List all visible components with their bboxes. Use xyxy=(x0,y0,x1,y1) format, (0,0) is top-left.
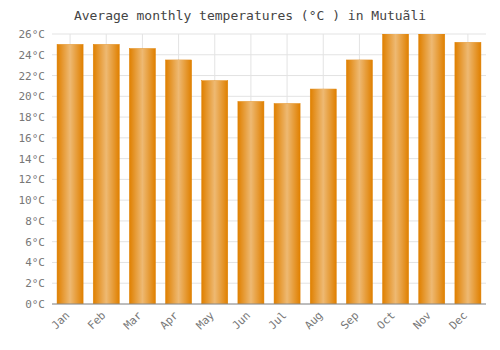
y-tick-label: 26°C xyxy=(19,28,46,41)
bar xyxy=(166,60,192,304)
x-tick-label: May xyxy=(194,309,218,333)
y-tick-label: 10°C xyxy=(19,194,46,207)
bar-shine xyxy=(166,60,192,304)
y-tick-label: 18°C xyxy=(19,111,46,124)
x-tick-label: Mar xyxy=(121,309,145,333)
y-tick-label: 4°C xyxy=(25,256,45,269)
y-tick-label: 0°C xyxy=(25,298,45,311)
bar-shine xyxy=(383,34,409,304)
bar-shine xyxy=(310,89,336,304)
y-tick-label: 2°C xyxy=(25,277,45,290)
grid xyxy=(52,34,486,304)
x-axis: Jan Feb Mar Apr May Jun Jul Aug Sep Oct Nov Dec xyxy=(49,34,486,332)
y-tick-label: 14°C xyxy=(19,153,46,166)
bar xyxy=(383,34,409,304)
bar-shine xyxy=(419,34,445,304)
grid-line xyxy=(52,304,486,305)
x-tick-label: Jan xyxy=(49,309,72,332)
x-tick-label: Dec xyxy=(447,309,470,332)
y-tick-label: 24°C xyxy=(19,49,46,62)
bar-shine xyxy=(238,102,264,305)
bar xyxy=(93,44,119,304)
bar xyxy=(238,102,264,305)
x-tick-label: Aug xyxy=(302,309,325,332)
bar xyxy=(57,44,83,304)
bar xyxy=(310,89,336,304)
bar-shine xyxy=(57,44,83,304)
bar xyxy=(455,42,481,304)
y-tick-label: 12°C xyxy=(19,173,46,186)
bar xyxy=(274,104,300,304)
title: Average monthly temperatures (°C ) in Mu… xyxy=(74,8,426,23)
bars xyxy=(57,34,481,304)
y-tick-label: 6°C xyxy=(25,236,45,249)
x-tick-label: Sep xyxy=(338,309,361,332)
x-tick-label: Jul xyxy=(266,309,289,332)
bar xyxy=(346,60,372,304)
x-tick-label: Jun xyxy=(230,309,253,332)
x-tick-label: Feb xyxy=(85,309,108,332)
bar xyxy=(129,49,155,304)
x-axis-line xyxy=(52,304,486,305)
bar-shine xyxy=(129,49,155,304)
y-axis: 0°C 2°C 4°C 6°C 8°C 10°C 12°C 14°C 16°C 18°C 20°C 2… xyxy=(19,28,46,311)
bar-shine xyxy=(455,42,481,304)
y-tick-label: 8°C xyxy=(25,215,45,228)
y-tick-label: 16°C xyxy=(19,132,46,145)
bar xyxy=(419,34,445,304)
bar-shine xyxy=(274,104,300,304)
y-tick-label: 20°C xyxy=(19,90,46,103)
chart: Average monthly temperatures (°C ) in Mu… xyxy=(0,0,500,350)
bar-shine xyxy=(346,60,372,304)
plot-top xyxy=(52,34,486,35)
bar xyxy=(202,81,228,304)
bar-shine xyxy=(202,81,228,304)
x-tick-label: Nov xyxy=(411,309,435,333)
x-tick-label: Oct xyxy=(374,309,397,332)
x-tick-label: Apr xyxy=(157,309,181,333)
bar-shine xyxy=(93,44,119,304)
y-tick-label: 22°C xyxy=(19,70,46,83)
